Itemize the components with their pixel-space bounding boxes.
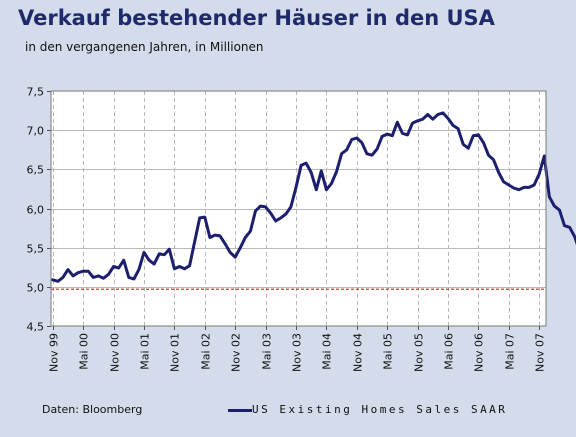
x-tick-label: Mai 02 [200, 333, 213, 370]
x-tick-label: Nov 01 [169, 333, 182, 372]
x-tick-label: Nov 02 [230, 333, 243, 372]
x-tick-label: Mai 01 [139, 333, 152, 370]
x-tick-label: Mai 07 [504, 333, 517, 370]
x-tick-label: Nov 06 [473, 333, 486, 372]
x-tick-label: Mai 04 [321, 333, 334, 370]
plot-area [50, 90, 547, 327]
x-tick-label: Mai 03 [261, 333, 274, 370]
legend-label: US Existing Homes Sales SAAR [252, 403, 508, 416]
y-tick-label: 5,5 [27, 243, 45, 256]
x-tick-label: Nov 05 [413, 333, 426, 372]
x-tick-label: Mai 06 [443, 333, 456, 370]
legend-swatch [228, 409, 252, 412]
x-tick-label: Nov 07 [534, 333, 547, 372]
x-tick-label: Mai 00 [78, 333, 91, 370]
y-tick-label: 7,0 [27, 125, 45, 138]
x-tick-label: Nov 00 [109, 333, 122, 372]
y-tick-label: 5,0 [27, 282, 45, 295]
chart-title: Verkauf bestehender Häuser in den USA [18, 6, 495, 30]
y-tick-label: 4,5 [27, 321, 45, 334]
x-tick-label: Nov 03 [291, 333, 304, 372]
y-tick-label: 7,5 [27, 86, 45, 99]
chart-subtitle: in den vergangenen Jahren, in Millionen [25, 40, 264, 54]
series-line [51, 111, 576, 283]
x-tick-label: Mai 05 [382, 333, 395, 370]
y-tick-label: 6,5 [27, 164, 45, 177]
plot-border [50, 90, 547, 327]
source-note: Daten: Bloomberg [42, 403, 143, 416]
x-tick-label: Nov 04 [352, 333, 365, 372]
x-tick-label: Nov 99 [48, 333, 61, 372]
y-tick-label: 6,0 [27, 204, 45, 217]
